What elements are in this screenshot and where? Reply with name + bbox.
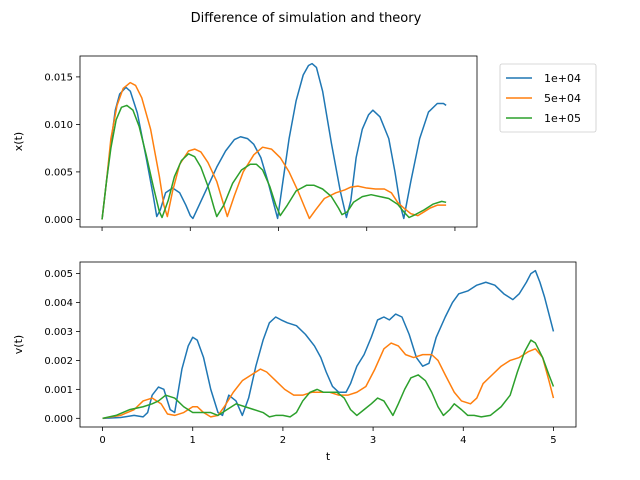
legend-label-0: 1e+04 xyxy=(544,72,581,85)
top-series-line-0 xyxy=(101,62,447,220)
bottom-y-tick-label-0: 0.000 xyxy=(44,414,73,425)
bottom-axes-frame xyxy=(79,261,577,428)
top-y-tick-label-1: 0.005 xyxy=(44,167,73,178)
bottom-series-line-0 xyxy=(102,269,555,420)
legend: 1e+04 5e+04 1e+05 xyxy=(499,63,597,133)
bottom-y-axis-label: v(t) xyxy=(12,335,25,354)
legend-box xyxy=(499,63,597,133)
top-series-line-1 xyxy=(101,81,447,220)
bottom-series-line-2 xyxy=(102,339,555,420)
figure-title: Difference of simulation and theory xyxy=(191,11,422,26)
bottom-x-tick-label-1: 1 xyxy=(190,435,196,446)
bottom-y-tick-label-2: 0.002 xyxy=(44,356,73,367)
bottom-y-tick-label-5: 0.005 xyxy=(44,269,73,280)
bottom-panel: 0 1 2 3 4 5 0.000 0.001 0.002 0.003 0.004 0.005 v(t)… xyxy=(12,261,577,463)
top-y-tick-label-2: 0.010 xyxy=(44,120,73,131)
bottom-x-tick-label-0: 0 xyxy=(99,435,105,446)
top-series-line-2 xyxy=(101,104,447,220)
bottom-y-tick-label-1: 0.001 xyxy=(44,385,73,396)
top-y-axis-label: x(t) xyxy=(12,132,25,151)
bottom-series-line-1 xyxy=(102,342,555,420)
legend-label-2: 1e+05 xyxy=(544,112,581,125)
top-y-tick-label-3: 0.015 xyxy=(44,72,73,83)
top-y-tick-label-0: 0.000 xyxy=(44,215,73,226)
bottom-x-tick-label-2: 2 xyxy=(280,435,286,446)
bottom-y-tick-label-4: 0.004 xyxy=(44,298,73,309)
bottom-x-tick-label-5: 5 xyxy=(550,435,556,446)
top-panel: 0.000 0.005 0.010 0.015 x(t) xyxy=(12,55,478,231)
bottom-x-tick-label-3: 3 xyxy=(370,435,376,446)
legend-label-1: 5e+04 xyxy=(544,92,581,105)
bottom-x-tick-label-4: 4 xyxy=(460,435,466,446)
bottom-y-tick-label-3: 0.003 xyxy=(44,327,73,338)
bottom-x-axis-label: t xyxy=(326,450,331,463)
